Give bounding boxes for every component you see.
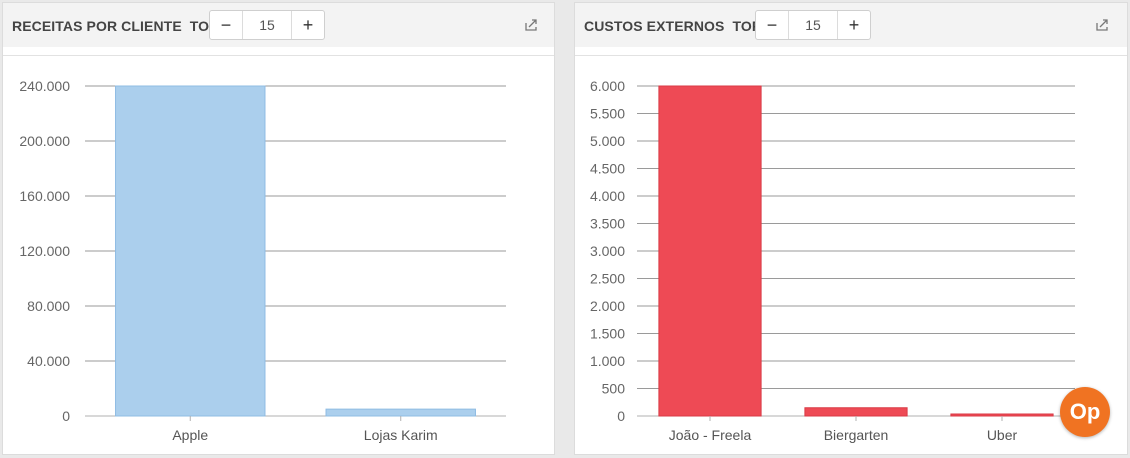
top-count-value[interactable]: 15 <box>805 17 821 33</box>
y-tick-label: 5.000 <box>590 133 625 149</box>
chart-area: 0 40.000 80.000 120.000 160.000 200.000 240.00… <box>3 55 554 454</box>
y-tick-label: 4.500 <box>590 161 625 177</box>
y-tick-label: 4.000 <box>590 188 625 204</box>
y-tick-label: 80.000 <box>27 298 70 314</box>
y-tick-label: 2.500 <box>590 271 625 287</box>
x-category-label: Uber <box>987 427 1018 443</box>
panel-title: CUSTOS EXTERNOS TOP <box>584 18 761 34</box>
y-tick-label: 500 <box>602 381 626 397</box>
top-label: TOP <box>732 18 762 34</box>
export-icon[interactable] <box>524 18 538 32</box>
custos-panel: CUSTOS EXTERNOS TOP − 15 + 0 500 1.000 1.50… <box>574 2 1128 455</box>
x-category-label: Apple <box>172 427 208 443</box>
panel-header: CUSTOS EXTERNOS TOP − 15 + <box>575 3 1127 47</box>
y-tick-label: 240.000 <box>19 78 70 94</box>
bar <box>325 408 476 417</box>
y-tick-label: 3.000 <box>590 243 625 259</box>
y-tick-label: 1.500 <box>590 326 625 342</box>
panel-header: RECEITAS POR CLIENTE TOP − 15 + <box>3 3 554 47</box>
y-tick-label: 2.000 <box>590 298 625 314</box>
panel-title-text: CUSTOS EXTERNOS <box>584 18 725 34</box>
export-icon[interactable] <box>1095 18 1109 32</box>
receitas-bar-chart: 0 40.000 80.000 120.000 160.000 200.000 240.00… <box>19 78 506 443</box>
y-tick-label: 200.000 <box>19 133 70 149</box>
y-tick-label: 0 <box>62 408 70 424</box>
y-tick-label: 6.000 <box>590 78 625 94</box>
panel-title: RECEITAS POR CLIENTE TOP <box>12 18 219 34</box>
y-tick-label: 120.000 <box>19 243 70 259</box>
top-stepper: − 15 + <box>209 10 325 40</box>
top-stepper: − 15 + <box>755 10 871 40</box>
bar <box>658 85 762 417</box>
y-tick-label: 5.500 <box>590 106 625 122</box>
y-tick-label: 1.000 <box>590 353 625 369</box>
receitas-panel: RECEITAS POR CLIENTE TOP − 15 + 0 40.000 8… <box>2 2 555 455</box>
panel-title-text: RECEITAS POR CLIENTE <box>12 18 182 34</box>
decrement-button[interactable]: − <box>210 11 243 39</box>
increment-button[interactable]: + <box>291 11 324 39</box>
top-count-value[interactable]: 15 <box>259 17 275 33</box>
increment-button[interactable]: + <box>837 11 870 39</box>
x-category-label: Lojas Karim <box>364 427 438 443</box>
x-category-label: João - Freela <box>669 427 752 443</box>
y-tick-label: 0 <box>617 408 625 424</box>
y-tick-label: 40.000 <box>27 353 70 369</box>
bar <box>804 407 908 417</box>
custos-bar-chart: 0 500 1.000 1.500 2.000 2.500 3.000 3.500 4.000 4… <box>590 78 1075 443</box>
y-tick-label: 3.500 <box>590 216 625 232</box>
op-logo-badge[interactable]: Op <box>1060 387 1110 437</box>
decrement-button[interactable]: − <box>756 11 789 39</box>
y-tick-label: 160.000 <box>19 188 70 204</box>
x-category-label: Biergarten <box>824 427 889 443</box>
chart-area: 0 500 1.000 1.500 2.000 2.500 3.000 3.500 4.000 4… <box>575 55 1127 454</box>
bar <box>950 413 1054 417</box>
bar <box>115 85 266 417</box>
